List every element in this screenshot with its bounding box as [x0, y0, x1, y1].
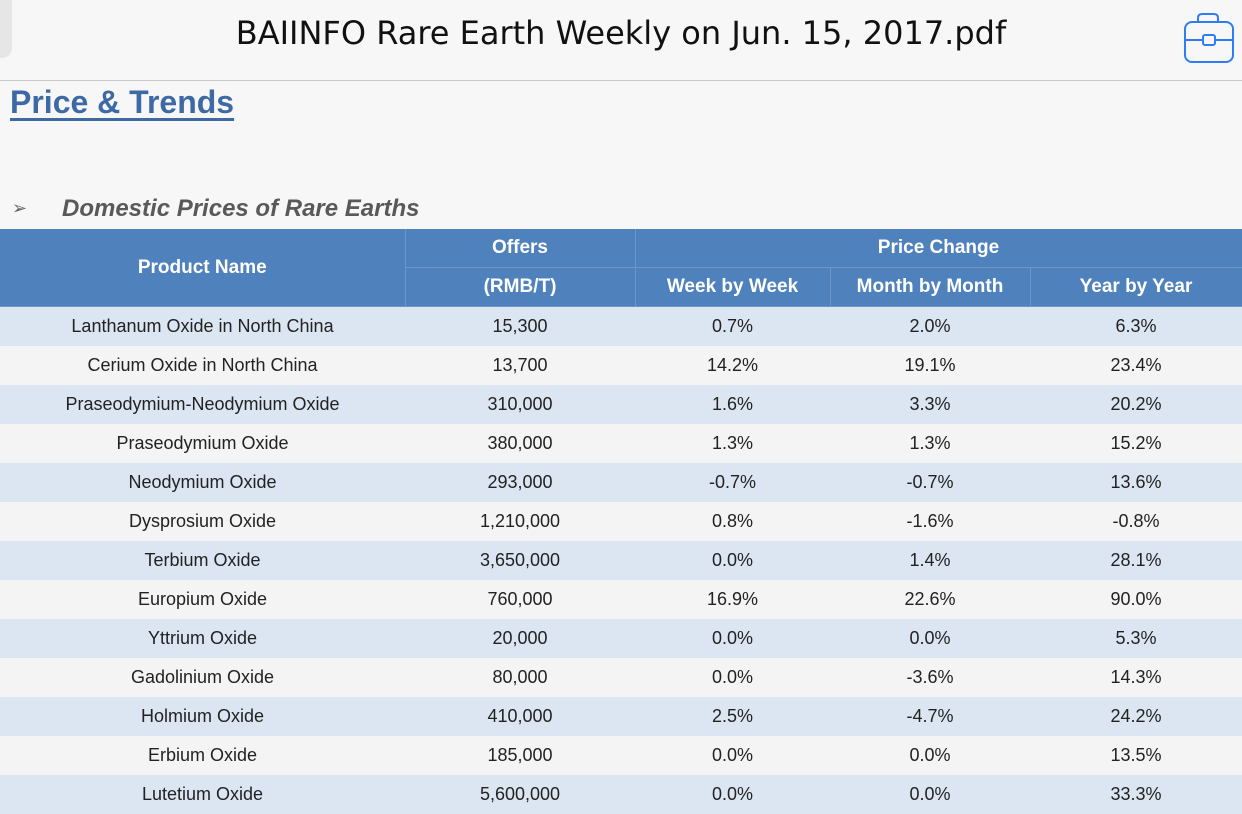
cell-product: Yttrium Oxide	[0, 619, 405, 658]
cell-week: 0.0%	[635, 736, 830, 775]
header-product-name: Product Name	[0, 229, 406, 307]
header-month-by-month: Month by Month	[830, 267, 1031, 307]
cell-product: Holmium Oxide	[0, 697, 405, 736]
cell-year: 28.1%	[1030, 541, 1242, 580]
header-offers: Offers	[405, 229, 636, 268]
cell-month: 0.0%	[830, 736, 1030, 775]
toolbox-icon[interactable]	[1178, 8, 1238, 64]
cell-year: 14.3%	[1030, 658, 1242, 697]
cell-week: 16.9%	[635, 580, 830, 619]
header-offers-unit: (RMB/T)	[405, 267, 636, 307]
header-subrow: (RMB/T) Week by Week Month by Month Year…	[0, 267, 1242, 307]
cell-month: -3.6%	[830, 658, 1030, 697]
back-button[interactable]	[0, 0, 12, 58]
table-row: Cerium Oxide in North China 13,700 14.2%…	[0, 346, 1242, 385]
subsection-title: Domestic Prices of Rare Earths	[62, 195, 420, 222]
cell-week: 1.6%	[635, 385, 830, 424]
cell-year: 6.3%	[1030, 306, 1242, 346]
cell-product: Praseodymium Oxide	[0, 424, 405, 463]
table-row: Neodymium Oxide 293,000 -0.7% -0.7% 13.6…	[0, 463, 1242, 502]
cell-month: 22.6%	[830, 580, 1030, 619]
table-row: Terbium Oxide 3,650,000 0.0% 1.4% 28.1%	[0, 541, 1242, 580]
cell-week: 2.5%	[635, 697, 830, 736]
cell-week: 0.0%	[635, 658, 830, 697]
cell-offers: 5,600,000	[405, 775, 635, 814]
arrow-bullet-icon: ➢	[12, 198, 28, 219]
cell-month: -1.6%	[830, 502, 1030, 541]
cell-product: Lutetium Oxide	[0, 775, 405, 814]
cell-offers: 13,700	[405, 346, 635, 385]
header-year-by-year: Year by Year	[1030, 267, 1242, 307]
table-row: Dysprosium Oxide 1,210,000 0.8% -1.6% -0…	[0, 502, 1242, 541]
cell-offers: 185,000	[405, 736, 635, 775]
title-bar: BAIINFO Rare Earth Weekly on Jun. 15, 20…	[0, 0, 1242, 81]
cell-month: -0.7%	[830, 463, 1030, 502]
cell-month: -4.7%	[830, 697, 1030, 736]
cell-product: Cerium Oxide in North China	[0, 346, 405, 385]
cell-offers: 80,000	[405, 658, 635, 697]
table-row: Europium Oxide 760,000 16.9% 22.6% 90.0%	[0, 580, 1242, 619]
table-row: Praseodymium Oxide 380,000 1.3% 1.3% 15.…	[0, 424, 1242, 463]
cell-week: 0.8%	[635, 502, 830, 541]
section-title: Price & Trends	[10, 84, 235, 120]
cell-offers: 20,000	[405, 619, 635, 658]
cell-week: 14.2%	[635, 346, 830, 385]
cell-week: 0.0%	[635, 619, 830, 658]
cell-year: 13.5%	[1030, 736, 1242, 775]
cell-product: Erbium Oxide	[0, 736, 405, 775]
header-row: Product Name Offers Price Change	[0, 229, 1242, 307]
cell-offers: 410,000	[405, 697, 635, 736]
cell-year: 24.2%	[1030, 697, 1242, 736]
cell-product: Terbium Oxide	[0, 541, 405, 580]
cell-month: 0.0%	[830, 775, 1030, 814]
header-price-change: Price Change	[635, 229, 1242, 268]
cell-month: 2.0%	[830, 306, 1030, 346]
cell-month: 19.1%	[830, 346, 1030, 385]
cell-week: 0.0%	[635, 775, 830, 814]
cell-product: Europium Oxide	[0, 580, 405, 619]
cell-offers: 15,300	[405, 306, 635, 346]
table-row: Lutetium Oxide 5,600,000 0.0% 0.0% 33.3%	[0, 775, 1242, 814]
cell-offers: 1,210,000	[405, 502, 635, 541]
cell-product: Praseodymium-Neodymium Oxide	[0, 385, 405, 424]
cell-year: 23.4%	[1030, 346, 1242, 385]
cell-product: Neodymium Oxide	[0, 463, 405, 502]
table-row: Praseodymium-Neodymium Oxide 310,000 1.6…	[0, 385, 1242, 424]
cell-month: 1.4%	[830, 541, 1030, 580]
table-row: Gadolinium Oxide 80,000 0.0% -3.6% 14.3%	[0, 658, 1242, 697]
cell-product: Gadolinium Oxide	[0, 658, 405, 697]
cell-year: 15.2%	[1030, 424, 1242, 463]
cell-year: 90.0%	[1030, 580, 1242, 619]
cell-year: 5.3%	[1030, 619, 1242, 658]
cell-year: 33.3%	[1030, 775, 1242, 814]
cell-week: 0.0%	[635, 541, 830, 580]
document-title: BAIINFO Rare Earth Weekly on Jun. 15, 20…	[235, 14, 1007, 52]
cell-product: Dysprosium Oxide	[0, 502, 405, 541]
cell-year: -0.8%	[1030, 502, 1242, 541]
table-row: Erbium Oxide 185,000 0.0% 0.0% 13.5%	[0, 736, 1242, 775]
table-row: Yttrium Oxide 20,000 0.0% 0.0% 5.3%	[0, 619, 1242, 658]
cell-week: 1.3%	[635, 424, 830, 463]
cell-month: 0.0%	[830, 619, 1030, 658]
cell-offers: 293,000	[405, 463, 635, 502]
cell-week: 0.7%	[635, 306, 830, 346]
price-table: Product Name Offers Price Change (RMB/T)…	[0, 229, 1242, 814]
cell-year: 13.6%	[1030, 463, 1242, 502]
header-week-by-week: Week by Week	[635, 267, 831, 307]
cell-offers: 3,650,000	[405, 541, 635, 580]
cell-offers: 760,000	[405, 580, 635, 619]
cell-offers: 310,000	[405, 385, 635, 424]
cell-month: 3.3%	[830, 385, 1030, 424]
cell-year: 20.2%	[1030, 385, 1242, 424]
cell-week: -0.7%	[635, 463, 830, 502]
cell-month: 1.3%	[830, 424, 1030, 463]
table-row: Lanthanum Oxide in North China 15,300 0.…	[0, 306, 1242, 346]
cell-offers: 380,000	[405, 424, 635, 463]
table-row: Holmium Oxide 410,000 2.5% -4.7% 24.2%	[0, 697, 1242, 736]
cell-product: Lanthanum Oxide in North China	[0, 306, 405, 346]
